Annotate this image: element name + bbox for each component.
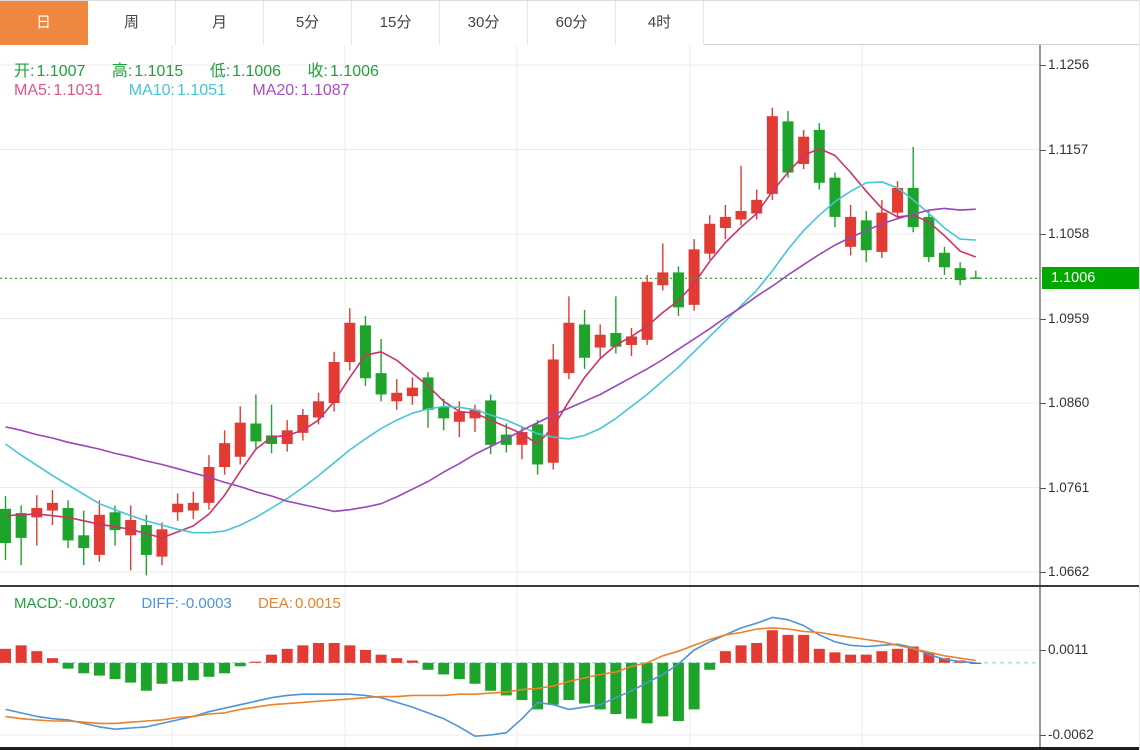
ohlc-readout: 开: 1.1007 高: 1.1015 低: 1.1006 收: 1.1006 — [14, 57, 401, 81]
y-axis-tick-label: 1.0959 — [1048, 310, 1090, 326]
y-axis-tick-label: 1.0860 — [1048, 395, 1090, 410]
dea-value-readout: DEA: 0.0015 — [257, 595, 341, 612]
ma5-readout: MA5: 1.1031 — [14, 82, 103, 99]
close-readout: 收: 1.1006 — [307, 63, 379, 80]
diff-value-readout: DIFF: -0.0003 — [141, 595, 232, 612]
candlestick-canvas[interactable] — [0, 45, 1041, 585]
y-axis-tick-mark — [1040, 234, 1046, 235]
high-readout: 高: 1.1015 — [111, 63, 184, 80]
ma-readout: MA5: 1.1031 MA10: 1.1051 MA20: 1.1087 — [14, 82, 372, 100]
y-axis-tick-label: 1.1157 — [1048, 141, 1089, 157]
tab-60min[interactable]: 60分 — [528, 1, 616, 45]
tab-15min[interactable]: 15分 — [352, 1, 440, 45]
tab-5min[interactable]: 5分 — [264, 1, 352, 45]
y-axis-tick-mark — [1040, 487, 1046, 489]
ma10-readout: MA10: 1.1051 — [128, 82, 226, 99]
y-axis-tick-label: 1.0761 — [1048, 479, 1090, 495]
y-axis-tick-label: 1.0662 — [1048, 564, 1090, 579]
y-axis-tick-mark — [1040, 65, 1046, 66]
y-axis-tick-mark — [1040, 318, 1046, 320]
tab-day[interactable]: 日 — [0, 1, 88, 45]
tab-week[interactable]: 周 — [88, 1, 176, 45]
tab-month[interactable]: 月 — [176, 1, 264, 45]
y-axis-tick-mark — [1040, 149, 1046, 151]
y-axis-tick-label: 1.1058 — [1048, 226, 1090, 241]
tab-4hour[interactable]: 4时 — [616, 1, 704, 45]
macd-canvas[interactable] — [0, 587, 1041, 747]
y-axis-tick-mark — [1040, 403, 1046, 404]
y-axis-tick-label: 0.0011 — [1048, 642, 1089, 657]
macd-value-readout: MACD: -0.0037 — [14, 595, 116, 612]
low-readout: 低: 1.1006 — [209, 63, 282, 80]
y-axis-tick-label: 1.1256 — [1048, 57, 1090, 72]
y-axis-tick-mark — [1040, 572, 1046, 573]
ma20-readout: MA20: 1.1087 — [252, 82, 350, 99]
y-axis-tick-mark — [1040, 650, 1046, 651]
y-axis-tick-mark — [1040, 735, 1046, 736]
candlestick-panel: 开: 1.1007 高: 1.1015 低: 1.1006 收: 1.1006 MA5:… — [0, 45, 1139, 587]
macd-readout: MACD: -0.0037 DIFF: -0.0003 DEA: 0.0015 — [14, 595, 363, 612]
macd-panel: MACD: -0.0037 DIFF: -0.0003 DEA: 0.0015 0.0… — [0, 587, 1139, 750]
tab-30min[interactable]: 30分 — [440, 1, 528, 45]
open-readout: 开: 1.1007 — [14, 63, 86, 80]
y-axis-tick-label: -0.0062 — [1048, 727, 1094, 742]
current-price-badge: 1.1006 — [1042, 267, 1139, 290]
timeframe-tabbar: 日周月 5分 15分 30分 60分 4时 — [0, 0, 1139, 45]
